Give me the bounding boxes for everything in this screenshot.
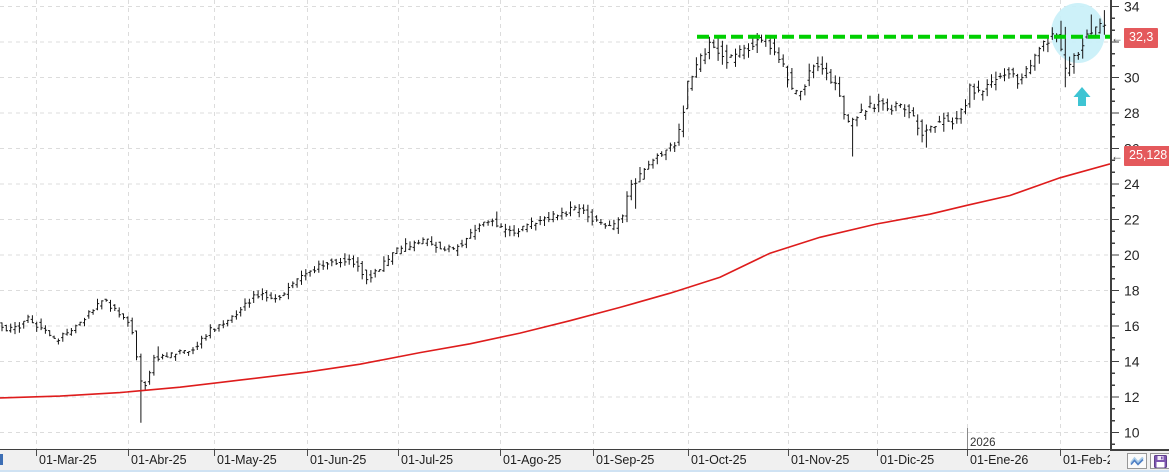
time-axis-label: 01-Ene-26 [970, 453, 1029, 467]
time-axis-label: 01-May-25 [217, 453, 277, 467]
zigzag-icon [1130, 456, 1144, 466]
time-axis-tick [1060, 450, 1061, 456]
price-axis-label: 24 [1124, 176, 1140, 192]
resistance-price-value: 32,3 [1124, 28, 1159, 48]
time-axis-tick [688, 450, 689, 456]
time-axis-label: 01-Oct-25 [691, 453, 747, 467]
time-axis[interactable]: 01-Mar-25 01-Abr-25 01-May-25 01-Jun-25 01-J… [0, 450, 1110, 470]
time-axis-label: 01-Mar-25 [39, 453, 97, 467]
time-axis-label: 01-Sep-25 [596, 453, 655, 467]
year-label: 2026 [970, 437, 996, 449]
price-axis-scale: 34323028262422201816141210 [1110, 0, 1140, 450]
save-icon [1153, 454, 1167, 468]
price-axis-label: 10 [1124, 425, 1140, 441]
price-axis-label: 34 [1124, 0, 1140, 15]
time-axis-tick [593, 450, 594, 456]
left-arrow-icon: ← [1111, 30, 1123, 45]
time-axis-label: 01-Jul-25 [401, 453, 454, 467]
price-axis-label: 16 [1124, 318, 1140, 334]
price-axis-label: 18 [1124, 283, 1140, 299]
price-axis-label: 28 [1124, 105, 1140, 121]
candlestick-chart[interactable]: 2026 [0, 0, 1110, 450]
time-axis-tick [967, 450, 968, 456]
time-axis-label: 01-Jun-25 [310, 453, 367, 467]
time-axis-tick [307, 450, 308, 456]
price-axis-label: 22 [1124, 212, 1140, 228]
zigzag-indicator-button[interactable] [1127, 453, 1147, 469]
time-axis-tick [788, 450, 789, 456]
time-axis-tick [877, 450, 878, 456]
time-axis-label: 01-Nov-25 [791, 453, 850, 467]
ohlc-bars[interactable] [0, 10, 1107, 423]
moving-average-price-badge: ← 25,128 [1111, 146, 1169, 166]
clipped-glyph [0, 454, 3, 465]
moving-average-line[interactable] [0, 163, 1110, 399]
gridlines [0, 0, 1110, 450]
save-button[interactable] [1150, 453, 1169, 469]
resistance-price-badge: ← 32,3 [1111, 28, 1159, 48]
time-axis-label: 01-Dic-25 [880, 453, 935, 467]
time-axis-label: 01-Ago-25 [503, 453, 562, 467]
time-axis-tick [398, 450, 399, 456]
time-axis-label: 01-Abr-25 [131, 453, 187, 467]
time-axis-tick [128, 450, 129, 456]
up-arrow-icon[interactable] [1073, 87, 1091, 106]
time-axis-label: 01-Feb-2 [1063, 453, 1110, 467]
price-axis[interactable]: 34323028262422201816141210 ← 32,3 ← 25,1… [1110, 0, 1169, 472]
price-axis-label: 20 [1124, 247, 1140, 263]
left-arrow-icon: ← [1111, 148, 1123, 163]
price-axis-label: 12 [1124, 389, 1140, 405]
price-axis-label: 14 [1124, 354, 1140, 370]
moving-average-price-value: 25,128 [1124, 146, 1169, 166]
price-axis-label: 30 [1124, 70, 1140, 86]
bottom-scroll-edge [0, 470, 1169, 472]
time-axis-tick [36, 450, 37, 456]
axis-corner [1110, 451, 1169, 470]
time-axis-tick [214, 450, 215, 456]
time-axis-tick [500, 450, 501, 456]
